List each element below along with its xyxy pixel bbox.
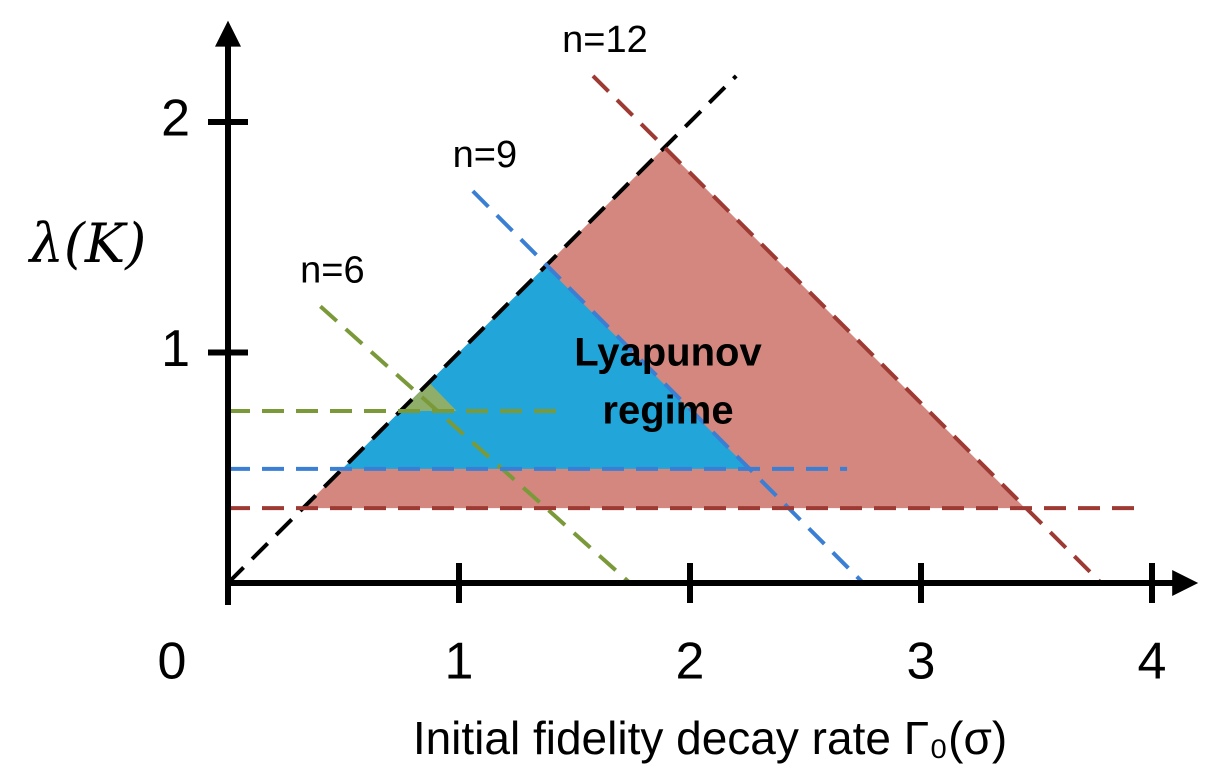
y-axis-arrow: [215, 20, 241, 47]
y-tick-label: 1: [161, 320, 190, 378]
x-tick-label: 1: [445, 633, 474, 691]
annotation: regime: [602, 389, 733, 433]
boundary-line: [591, 74, 1103, 585]
x-axis-arrow: [1172, 570, 1199, 596]
boundary-line: [226, 74, 738, 585]
regime-region: [342, 266, 749, 469]
annotation: Lyapunov: [574, 331, 762, 375]
line-label: n=6: [300, 249, 364, 291]
x-axis-label: Initial fidelity decay rate Γ₀(σ): [413, 712, 1007, 764]
boundary-line: [319, 304, 632, 585]
line-label: n=12: [562, 19, 648, 61]
y-tick-label: 2: [161, 90, 190, 148]
boundary-line: [471, 189, 865, 585]
x-tick-label: 2: [676, 633, 705, 691]
regime-region: [400, 382, 457, 412]
y-axis-label: λ(K): [28, 212, 147, 275]
x-tick-label: 4: [1138, 633, 1167, 691]
x-tick-label: 3: [907, 633, 936, 691]
line-label: n=9: [453, 134, 517, 176]
x-tick-label: 0: [158, 633, 187, 691]
